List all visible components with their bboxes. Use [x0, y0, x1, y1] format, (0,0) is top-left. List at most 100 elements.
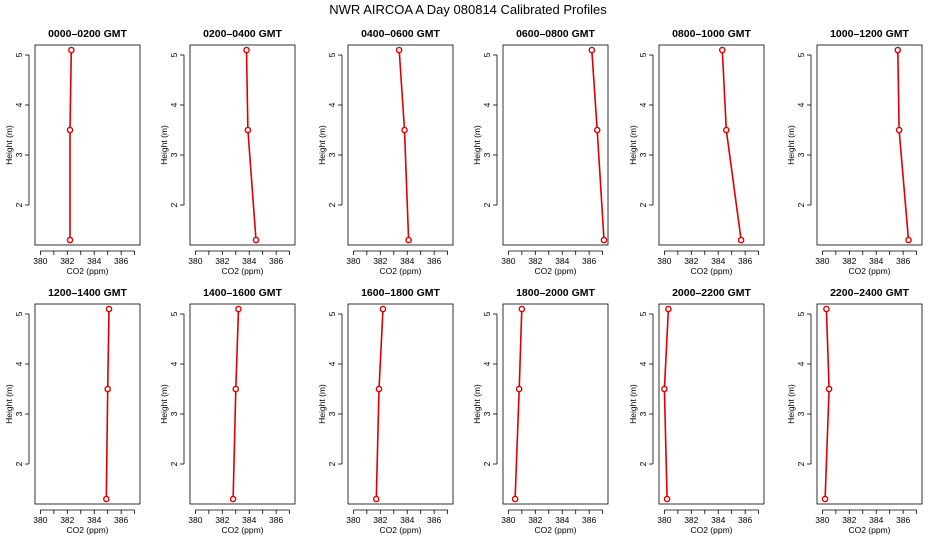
- x-axis-label: CO2 (ppm): [379, 266, 421, 276]
- profile-point: [600, 236, 608, 244]
- profile-point: [103, 495, 110, 503]
- x-tick-label: 380: [346, 256, 360, 266]
- x-tick-label: 380: [657, 256, 671, 266]
- panel-10: 1800–2000 GMT 380 382 384 386 CO2 (ppm) 2 3 4 5 He…: [472, 287, 609, 535]
- profile-point: [511, 495, 519, 503]
- plot-frame: [658, 44, 765, 246]
- x-tick-label: 380: [815, 515, 829, 525]
- y-tick-label: 4: [327, 102, 337, 107]
- panel-9: 1600–1800 GMT 380 382 384 386 CO2 (ppm) 2 3 4 5 He…: [317, 287, 454, 535]
- x-tick-label: 384: [400, 256, 414, 266]
- y-tick-label: 3: [14, 152, 24, 157]
- y-tick-label: 3: [482, 411, 492, 416]
- profile-point: [665, 305, 672, 313]
- x-tick-label: 382: [373, 515, 387, 525]
- profile-point: [66, 126, 74, 134]
- y-axis-label: Height (m): [786, 384, 796, 424]
- profile-point: [379, 305, 387, 313]
- y-tick-label: 2: [169, 202, 179, 207]
- panel-6: 1000–1200 GMT 380 382 384 386 CO2 (ppm) 2 3 4 5 He…: [786, 28, 923, 276]
- x-tick-label: 386: [582, 256, 596, 266]
- x-tick-label: 384: [400, 515, 414, 525]
- panel-title: 0600–0800 GMT: [516, 28, 595, 40]
- plot-frame: [816, 303, 923, 505]
- profile-point: [252, 236, 260, 244]
- x-tick-label: 384: [555, 256, 569, 266]
- panel-8: 1400–1600 GMT 380 382 384 386 CO2 (ppm) 2 3 4 5 He…: [159, 287, 296, 535]
- y-tick-label: 5: [482, 52, 492, 57]
- y-tick-label: 4: [169, 361, 179, 366]
- y-tick-label: 5: [638, 52, 648, 57]
- profile-point: [663, 495, 671, 503]
- x-tick-label: 386: [114, 256, 128, 266]
- profile-line: [721, 49, 742, 241]
- profile-point: [515, 385, 523, 393]
- x-tick-label: 384: [711, 256, 725, 266]
- y-tick-label: 3: [796, 411, 806, 416]
- profile-point: [372, 495, 380, 503]
- x-tick-label: 382: [684, 256, 698, 266]
- y-axis-label: Height (m): [159, 384, 169, 424]
- panel-title: 1200–1400 GMT: [48, 287, 127, 299]
- x-tick-label: 386: [582, 515, 596, 525]
- y-tick-label: 5: [638, 311, 648, 316]
- profile-point: [821, 495, 829, 503]
- panel-7: 1200–1400 GMT 380 382 384 386 CO2 (ppm) 2 3 4 5 He…: [4, 287, 141, 535]
- x-tick-label: 386: [269, 256, 283, 266]
- x-tick-label: 382: [215, 515, 229, 525]
- panel-title: 0200–0400 GMT: [203, 28, 282, 40]
- x-tick-label: 386: [896, 515, 910, 525]
- x-tick-label: 386: [896, 256, 910, 266]
- x-axis-label: CO2 (ppm): [66, 525, 108, 535]
- profile-point: [243, 46, 250, 54]
- y-axis-label: Height (m): [628, 125, 638, 165]
- y-tick-label: 3: [327, 152, 337, 157]
- x-tick-label: 384: [87, 515, 101, 525]
- profile-line: [245, 49, 257, 241]
- x-tick-label: 386: [269, 515, 283, 525]
- profile-line: [232, 308, 240, 500]
- y-tick-label: 2: [14, 461, 24, 466]
- panel-4: 0600–0800 GMT 380 382 384 386 CO2 (ppm) 2 3 4 5 He…: [472, 28, 609, 276]
- x-tick-label: 380: [501, 515, 515, 525]
- plot-frame: [34, 44, 141, 246]
- y-tick-label: 4: [482, 102, 492, 107]
- profile-line: [105, 308, 110, 500]
- profile-point: [105, 305, 113, 313]
- figure-title: NWR AIRCOA A Day 080814 Calibrated Profi…: [329, 2, 607, 17]
- x-axis-label: CO2 (ppm): [534, 525, 576, 535]
- y-axis-label: Height (m): [4, 125, 14, 165]
- panel-1: 0000–0200 GMT 380 382 384 386 CO2 (ppm) 2 3 4 5 He…: [4, 28, 141, 276]
- plot-frame: [502, 303, 609, 505]
- y-tick-label: 2: [482, 461, 492, 466]
- profile-point: [825, 385, 833, 393]
- panel-title: 2200–2400 GMT: [830, 287, 909, 299]
- y-axis-label: Height (m): [786, 125, 796, 165]
- y-tick-label: 2: [638, 461, 648, 466]
- y-tick-label: 3: [482, 152, 492, 157]
- panel-title: 0400–0600 GMT: [361, 28, 440, 40]
- x-tick-label: 384: [242, 515, 256, 525]
- x-tick-label: 382: [60, 256, 74, 266]
- x-tick-label: 380: [815, 256, 829, 266]
- profile-point: [593, 126, 601, 134]
- x-axis-label: CO2 (ppm): [848, 525, 890, 535]
- profile-point: [518, 305, 526, 313]
- y-tick-label: 4: [638, 102, 648, 107]
- y-axis-label: Height (m): [159, 125, 169, 165]
- profile-point: [229, 495, 237, 503]
- profile-line: [824, 308, 830, 500]
- y-tick-label: 4: [14, 102, 24, 107]
- panel-title: 2000–2200 GMT: [672, 287, 751, 299]
- profile-line: [375, 308, 384, 500]
- y-tick-label: 3: [169, 411, 179, 416]
- y-tick-label: 2: [482, 202, 492, 207]
- panel-title: 1600–1800 GMT: [361, 287, 440, 299]
- profile-line: [398, 49, 410, 241]
- y-tick-label: 2: [796, 202, 806, 207]
- x-tick-label: 382: [528, 515, 542, 525]
- y-tick-label: 2: [796, 461, 806, 466]
- x-axis-label: CO2 (ppm): [221, 266, 263, 276]
- x-tick-label: 384: [711, 515, 725, 525]
